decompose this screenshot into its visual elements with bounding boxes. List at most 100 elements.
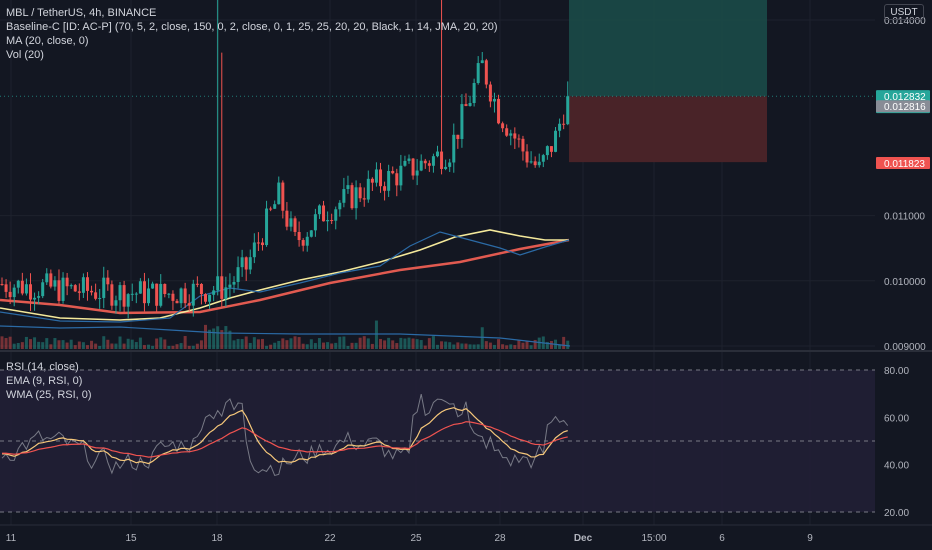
volume-bars <box>0 320 571 349</box>
volume-bar <box>41 342 45 349</box>
volume-bar <box>28 339 32 349</box>
time-tick-label: 6 <box>719 533 725 544</box>
candle-body <box>427 163 431 166</box>
candle-body <box>464 104 468 106</box>
indicator-vol-label[interactable]: Vol (20) <box>6 49 44 61</box>
candle-body <box>134 293 138 295</box>
long-position-tool[interactable] <box>0 0 875 163</box>
candle-body <box>411 158 415 176</box>
candle-body <box>37 296 41 298</box>
candle-body <box>183 288 187 304</box>
volume-bar <box>533 339 537 349</box>
candle-body <box>554 130 558 152</box>
indicator-baseline-label[interactable]: Baseline-C [ID: AC-P] (70, 5, 2, close, … <box>6 21 498 33</box>
ema-rsi-label[interactable]: EMA (9, RSI, 0) <box>6 375 83 387</box>
candle-body <box>73 285 77 292</box>
volume-bar <box>525 340 529 349</box>
volume-bar <box>403 338 407 349</box>
volume-bar <box>142 345 146 349</box>
price-badge-label: 0.011823 <box>884 159 925 170</box>
rsi-pane[interactable] <box>0 369 875 513</box>
rsi-label[interactable]: RSI (14, close) <box>6 361 79 373</box>
candle-body <box>505 128 509 136</box>
time-tick-label: 15:00 <box>641 533 666 544</box>
volume-bar <box>435 344 439 349</box>
volume-bar <box>391 340 395 349</box>
volume-bar <box>562 336 566 349</box>
volume-bar <box>65 342 69 349</box>
volume-bar <box>12 343 16 349</box>
candle-body <box>114 300 118 306</box>
volume-bar <box>228 330 232 349</box>
volume-bar <box>114 343 118 349</box>
candle-body <box>472 83 476 104</box>
rsi-legend: RSI (14, close) EMA (9, RSI, 0) WMA (25,… <box>6 360 92 402</box>
price-badge <box>876 100 930 113</box>
candle-body <box>297 231 301 241</box>
candle-body <box>61 277 65 301</box>
candle-body <box>65 277 69 287</box>
wma-rsi-line <box>1 421 568 458</box>
candle-body <box>256 242 260 244</box>
volume-bar <box>549 340 553 349</box>
candle-body <box>301 240 305 246</box>
candle-body <box>110 284 114 306</box>
candle-body <box>155 283 159 306</box>
volume-bar <box>338 336 342 349</box>
candle-body <box>444 166 448 169</box>
price-tick-label: 0.010000 <box>884 277 926 288</box>
price-candles[interactable] <box>0 0 570 319</box>
candle-body <box>346 185 350 190</box>
candle-body <box>106 277 110 285</box>
volume-bar <box>383 340 387 349</box>
candle-body <box>525 151 529 163</box>
volume-bar <box>265 345 269 349</box>
volume-bar <box>199 340 203 349</box>
volume-bar <box>171 345 175 349</box>
candle-body <box>212 290 216 295</box>
volume-bar <box>85 345 89 349</box>
candle-body <box>370 178 374 183</box>
candle-body <box>57 280 61 301</box>
volume-bar <box>492 344 496 349</box>
currency-button[interactable]: USDT <box>884 4 924 20</box>
candle-body <box>529 161 533 163</box>
volume-bar <box>305 344 309 349</box>
candle-body <box>24 284 28 294</box>
candle-body <box>517 138 521 140</box>
wma-rsi-label[interactable]: WMA (25, RSI, 0) <box>6 389 92 401</box>
volume-bar <box>350 342 354 349</box>
candle-body <box>260 242 264 246</box>
candle-body <box>281 182 285 211</box>
candle-body <box>171 293 175 301</box>
candle-body <box>147 288 151 304</box>
candle-body <box>273 204 277 209</box>
target-zone <box>569 0 767 97</box>
time-axis[interactable]: 11 15 18 22 25 28 Dec 15:00 6 9 <box>0 524 932 544</box>
time-tick-label: 22 <box>324 533 336 544</box>
volume-bar <box>366 338 370 349</box>
volume-bar <box>0 336 4 349</box>
price-axis[interactable]: 0.0190000.0180000.0170000.0150000.014000… <box>876 0 930 519</box>
volume-bar <box>468 344 472 349</box>
volume-bar <box>566 340 570 349</box>
volume-bar <box>342 336 346 349</box>
candle-body <box>126 294 130 307</box>
symbol-title[interactable]: MBL / TetherUS, 4h, BINANCE <box>6 7 157 19</box>
volume-bar <box>317 338 321 349</box>
candle-body <box>326 220 330 222</box>
volume-bar <box>509 344 513 349</box>
volume-bar <box>501 344 505 349</box>
candle-body <box>12 287 16 298</box>
indicator-ma-label[interactable]: MA (20, close, 0) <box>6 35 89 47</box>
candle-body <box>379 169 383 187</box>
volume-bar <box>53 338 57 349</box>
candle-body <box>28 284 32 300</box>
ema-rsi-line <box>1 407 568 465</box>
candle-body <box>49 273 53 287</box>
volume-bar <box>220 330 224 349</box>
ma-blue-line <box>0 231 570 323</box>
volume-bar <box>216 326 220 349</box>
candle-body <box>244 257 248 270</box>
